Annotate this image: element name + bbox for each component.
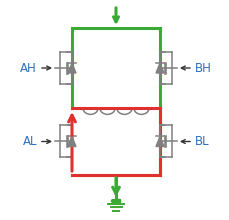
Text: BH: BH (195, 62, 212, 75)
Polygon shape (156, 136, 164, 147)
Polygon shape (68, 136, 76, 147)
Polygon shape (156, 63, 164, 73)
Text: AH: AH (20, 62, 37, 75)
Polygon shape (68, 63, 76, 73)
Text: AL: AL (22, 135, 37, 148)
Text: BL: BL (195, 135, 210, 148)
